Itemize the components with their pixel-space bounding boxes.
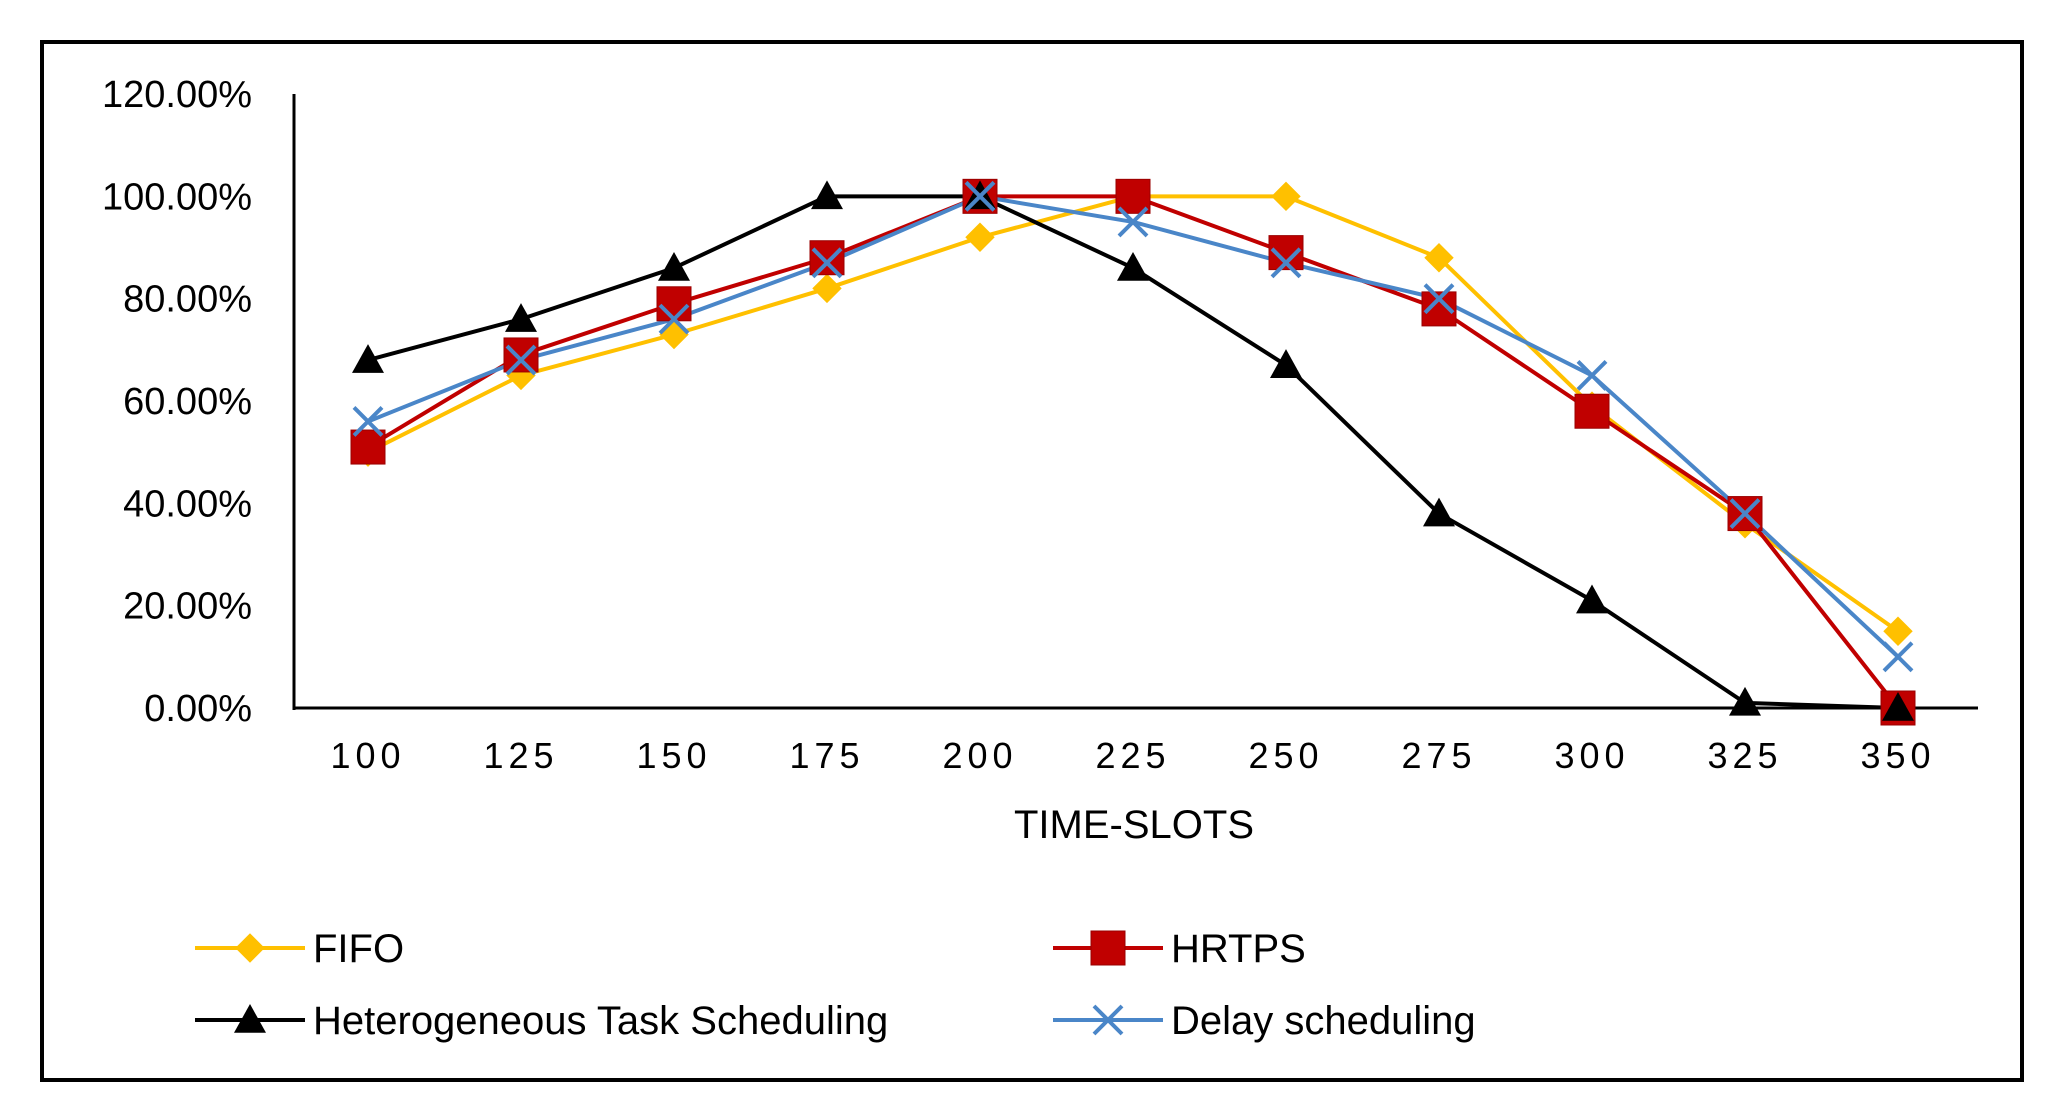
data-point-heterogeneous-task-scheduling — [505, 303, 537, 332]
data-point-fifo — [1883, 616, 1913, 646]
x-axis-title: TIME-SLOTS — [1014, 803, 1254, 847]
y-tick-label: 0.00% — [144, 688, 252, 730]
data-point-hrtps — [656, 286, 692, 322]
legend-label: HRTPS — [1171, 927, 1306, 971]
x-tick-label: 150 — [636, 735, 711, 776]
x-tick-label: 100 — [330, 735, 405, 776]
data-point-delay-scheduling — [811, 247, 843, 279]
legend-label: Delay scheduling — [1171, 999, 1476, 1043]
x-tick-label: 200 — [942, 735, 1017, 776]
y-tick-label: 120.00% — [102, 74, 252, 116]
data-point-delay-scheduling — [505, 344, 537, 376]
y-tick-label: 40.00% — [123, 483, 252, 525]
data-point-heterogeneous-task-scheduling — [811, 180, 843, 210]
data-point-delay-scheduling — [1729, 498, 1761, 529]
x-tick-label: 250 — [1248, 735, 1323, 776]
data-point-fifo — [1271, 181, 1301, 212]
data-point-delay-scheduling — [1576, 360, 1608, 391]
series-markers — [350, 178, 1916, 726]
data-point-delay-scheduling — [1882, 641, 1914, 673]
data-point-fifo — [812, 273, 842, 304]
x-tick-label: 300 — [1554, 735, 1629, 776]
legend-item-heterogeneous-task-scheduling: Heterogeneous Task Scheduling — [195, 999, 888, 1043]
data-point-delay-scheduling — [1117, 206, 1149, 238]
legend-item-fifo: FIFO — [195, 927, 404, 971]
data-point-heterogeneous-task-scheduling — [658, 251, 690, 281]
legend-marker — [234, 1004, 266, 1033]
y-tick-label: 80.00% — [123, 279, 252, 321]
x-tick-labels: 100 125 150 175 200 225 250 275 300 325 350 — [330, 735, 1935, 776]
x-tick-label: 350 — [1860, 735, 1935, 776]
x-tick-label: 125 — [483, 735, 558, 776]
x-tick-label: 325 — [1707, 735, 1782, 776]
chart-frame — [40, 40, 2024, 1082]
legend-item-delay-scheduling: Delay scheduling — [1053, 999, 1476, 1043]
legend-item-hrtps: HRTPS — [1053, 927, 1306, 971]
data-point-heterogeneous-task-scheduling — [352, 344, 384, 373]
data-point-delay-scheduling — [964, 180, 996, 212]
y-tick-labels: 0.00% 20.00% 40.00% 60.00% 80.00% 100.00% 120.… — [102, 74, 252, 730]
data-point-delay-scheduling — [352, 406, 384, 437]
legend-marker — [1092, 1004, 1124, 1036]
x-tick-label: 225 — [1095, 735, 1170, 776]
legend-label: FIFO — [313, 927, 404, 971]
data-point-fifo — [1424, 243, 1454, 273]
data-point-heterogeneous-task-scheduling — [1423, 497, 1455, 527]
legend-label: Heterogeneous Task Scheduling — [313, 999, 888, 1043]
legend-marker — [235, 933, 265, 963]
data-point-heterogeneous-task-scheduling — [1576, 584, 1608, 614]
data-point-heterogeneous-task-scheduling — [1270, 349, 1302, 378]
data-point-delay-scheduling — [658, 303, 690, 335]
data-point-fifo — [965, 222, 995, 252]
data-point-delay-scheduling — [1423, 283, 1455, 315]
x-tick-label: 175 — [789, 735, 864, 776]
y-tick-label: 60.00% — [123, 381, 252, 423]
x-tick-label: 275 — [1401, 735, 1476, 776]
data-point-hrtps — [350, 429, 386, 465]
data-point-hrtps — [503, 337, 539, 373]
legend: FIFO HRTPS Heterogeneous Task Scheduling De… — [195, 927, 1476, 1043]
data-point-heterogeneous-task-scheduling — [1117, 251, 1149, 281]
data-point-heterogeneous-task-scheduling — [1729, 686, 1761, 716]
data-point-heterogeneous-task-scheduling — [1882, 692, 1914, 721]
data-point-fifo — [659, 319, 689, 350]
data-point-hrtps — [1115, 178, 1151, 214]
axes — [292, 94, 1978, 710]
legend-marker — [1090, 930, 1126, 966]
data-point-delay-scheduling — [1270, 247, 1302, 279]
y-tick-label: 100.00% — [102, 176, 252, 218]
y-tick-label: 20.00% — [123, 586, 252, 628]
data-point-hrtps — [809, 240, 845, 276]
data-point-hrtps — [1574, 393, 1610, 429]
